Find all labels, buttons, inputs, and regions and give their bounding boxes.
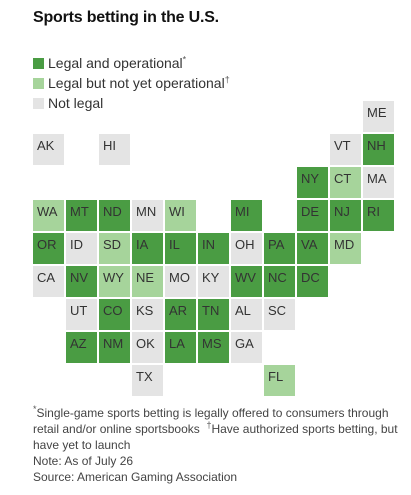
state-tile-wa: WA bbox=[33, 200, 64, 231]
state-tile-tx: TX bbox=[132, 365, 163, 396]
state-tile-sc: SC bbox=[264, 299, 295, 330]
state-tile-co: CO bbox=[99, 299, 130, 330]
legend-item-legal: Legal and operational* bbox=[33, 53, 230, 73]
state-tile-or: OR bbox=[33, 233, 64, 264]
state-tile-ct: CT bbox=[330, 167, 361, 198]
state-tile-mt: MT bbox=[66, 200, 97, 231]
legend-item-pending: Legal but not yet operational† bbox=[33, 73, 230, 93]
legend-label-not-legal: Not legal bbox=[48, 95, 104, 111]
footnotes: *Single-game sports betting is legally o… bbox=[33, 405, 403, 485]
state-tile-ne: NE bbox=[132, 266, 163, 297]
legend-swatch-pending bbox=[33, 77, 44, 89]
state-tile-al: AL bbox=[231, 299, 262, 330]
legend-label-legal: Legal and operational* bbox=[48, 54, 187, 71]
state-tile-fl: FL bbox=[264, 365, 295, 396]
footnote-pending-text: Have authorized sports betting, but have… bbox=[33, 422, 398, 452]
state-tile-la: LA bbox=[165, 332, 196, 363]
state-tile-ok: OK bbox=[132, 332, 163, 363]
state-tile-ia: IA bbox=[132, 233, 163, 264]
footnote-source: Source: American Gaming Association bbox=[33, 470, 238, 484]
state-tile-ky: KY bbox=[198, 266, 229, 297]
legend-marker-pending: † bbox=[224, 74, 230, 85]
map-title: Sports betting in the U.S. bbox=[33, 9, 219, 26]
state-tile-ny: NY bbox=[297, 167, 328, 198]
state-tile-wv: WV bbox=[231, 266, 262, 297]
state-tile-me: ME bbox=[363, 101, 394, 132]
state-tile-ut: UT bbox=[66, 299, 97, 330]
state-tile-hi: HI bbox=[99, 134, 130, 165]
state-tile-va: VA bbox=[297, 233, 328, 264]
state-tile-nc: NC bbox=[264, 266, 295, 297]
state-tile-mn: MN bbox=[132, 200, 163, 231]
state-tile-wy: WY bbox=[99, 266, 130, 297]
legend-swatch-not-legal bbox=[33, 97, 44, 109]
state-tile-ms: MS bbox=[198, 332, 229, 363]
state-tile-il: IL bbox=[165, 233, 196, 264]
state-tile-vt: VT bbox=[330, 134, 361, 165]
footnote-date: Note: As of July 26 bbox=[33, 454, 134, 468]
state-tile-ri: RI bbox=[363, 200, 394, 231]
state-tile-md: MD bbox=[330, 233, 361, 264]
legend-marker-legal: * bbox=[182, 54, 187, 65]
state-tile-ks: KS bbox=[132, 299, 163, 330]
state-tile-ak: AK bbox=[33, 134, 64, 165]
state-tile-pa: PA bbox=[264, 233, 295, 264]
state-tile-ar: AR bbox=[165, 299, 196, 330]
state-tile-mi: MI bbox=[231, 200, 262, 231]
footnote-marker-legal: * bbox=[33, 404, 37, 414]
state-tile-wi: WI bbox=[165, 200, 196, 231]
state-tile-ga: GA bbox=[231, 332, 262, 363]
state-tile-id: ID bbox=[66, 233, 97, 264]
state-tile-in: IN bbox=[198, 233, 229, 264]
state-tile-sd: SD bbox=[99, 233, 130, 264]
legend: Legal and operational* Legal but not yet… bbox=[33, 53, 230, 113]
state-tile-de: DE bbox=[297, 200, 328, 231]
footnote-marker-pending: † bbox=[206, 420, 212, 430]
state-tile-dc: DC bbox=[297, 266, 328, 297]
legend-swatch-legal bbox=[33, 57, 44, 69]
state-tile-ma: MA bbox=[363, 167, 394, 198]
state-tile-nv: NV bbox=[66, 266, 97, 297]
state-tile-nj: NJ bbox=[330, 200, 361, 231]
state-tile-az: AZ bbox=[66, 332, 97, 363]
state-tile-mo: MO bbox=[165, 266, 196, 297]
state-tile-nm: NM bbox=[99, 332, 130, 363]
state-tile-nh: NH bbox=[363, 134, 394, 165]
state-tile-oh: OH bbox=[231, 233, 262, 264]
state-tile-nd: ND bbox=[99, 200, 130, 231]
legend-label-pending: Legal but not yet operational† bbox=[48, 74, 230, 91]
state-tile-tn: TN bbox=[198, 299, 229, 330]
legend-item-not-legal: Not legal bbox=[33, 93, 230, 113]
footnote-legal-text: Single-game sports betting is legally of… bbox=[33, 406, 389, 436]
state-tile-ca: CA bbox=[33, 266, 64, 297]
footnote-definitions: *Single-game sports betting is legally o… bbox=[33, 405, 403, 453]
